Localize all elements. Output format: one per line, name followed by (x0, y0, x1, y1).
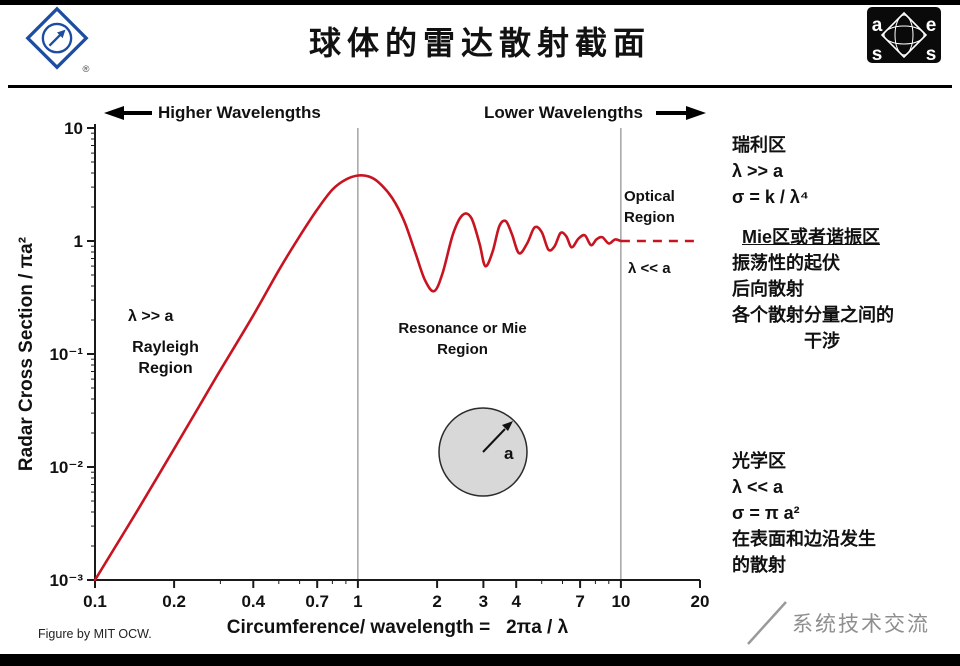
mie-notes-line: 后向散射 (732, 279, 804, 299)
rayleigh-notes-title: 瑞利区 (732, 135, 786, 155)
lower-wavelengths-arrow-icon (656, 106, 706, 120)
rayleigh-region-label: Rayleigh Region (132, 339, 199, 377)
aess-logo-background (867, 7, 941, 63)
aess-letter-e: e (926, 15, 937, 36)
sphere-radius-arrow-head (502, 421, 513, 431)
aess-diamond-icon (880, 11, 928, 59)
rayleigh-notes-line: λ >> a (732, 161, 784, 181)
mie-notes-line: 振荡性的起伏 (732, 253, 840, 273)
higher-wavelengths-label: Higher Wavelengths (158, 103, 321, 122)
aess-letter-a: a (872, 15, 883, 36)
aess-globe-meridian-icon (894, 14, 914, 56)
ieee-arrow-head (57, 29, 66, 39)
x-tick-label: 10 (611, 592, 630, 611)
aess-logo: a e s s (867, 7, 941, 64)
lower-wavelengths-label: Lower Wavelengths (484, 103, 644, 122)
mie-notes-line: 各个散射分量之间的 (732, 305, 894, 325)
sphere-illustration: a (438, 407, 528, 497)
ieee-logo: ® (25, 6, 89, 74)
optical-notes-line: 的散射 (732, 555, 786, 575)
y-tick-label: 1 (74, 232, 83, 251)
optical-region-label: Optical Region (624, 188, 675, 226)
mie-notes-title: Mie区或者谐振区 (742, 227, 881, 247)
mie-notes-line: 干涉 (804, 331, 840, 351)
mie-notes: Mie区或者谐振区 振荡性的起伏 后向散射 各个散射分量之间的 干涉 (732, 224, 954, 354)
optical-condition-label: λ << a (628, 260, 671, 277)
aess-letter-s2: s (926, 44, 937, 64)
y-tick-label: 10⁻² (49, 458, 83, 477)
x-tick-label: 2 (432, 592, 441, 611)
x-tick-label: 0.2 (162, 592, 186, 611)
ieee-circle (41, 22, 73, 54)
x-axis-title: Circumference/ wavelength = 2πa / λ (226, 617, 569, 638)
x-tick-label: 7 (575, 592, 584, 611)
x-tick-label: 4 (511, 592, 521, 611)
higher-wavelengths-arrow-icon (104, 106, 152, 120)
y-tick-label: 10⁻³ (49, 571, 83, 590)
sphere-radius-label: a (504, 444, 514, 463)
page-title: 球体的雷达散射截面 (308, 25, 651, 61)
x-tick-label: 3 (479, 592, 488, 611)
x-tick-label: 0.7 (305, 592, 329, 611)
sphere-radius-arrow (482, 428, 506, 453)
brand-slash-icon (747, 601, 787, 645)
x-tick-label: 1 (353, 592, 362, 611)
optical-notes-line: σ = π a² (732, 503, 800, 523)
aess-letter-s1: s (872, 44, 883, 64)
optical-notes-line: 在表面和边沿发生 (732, 529, 876, 549)
top-border-bar (0, 0, 960, 5)
x-tick-label: 0.1 (83, 592, 107, 611)
optical-notes-line: λ << a (732, 477, 784, 497)
title-divider (8, 85, 952, 88)
aess-globe-equator-icon (883, 25, 925, 45)
rayleigh-notes: 瑞利区 λ >> a σ = k / λ⁴ (732, 132, 954, 210)
rayleigh-condition-label: λ >> a (128, 308, 174, 325)
y-tick-label: 10 (64, 119, 83, 138)
y-axis-title: Radar Cross Section / πa² (16, 236, 37, 472)
sphere-rcs-curve (93, 173, 623, 582)
brand-text: 系统技术交流 (792, 613, 930, 636)
x-tick-label: 20 (691, 592, 710, 611)
x-tick-label: 0.4 (241, 592, 265, 611)
registered-mark-icon: ® (82, 63, 89, 74)
figure-credit: Figure by MIT OCW. (38, 627, 152, 641)
mie-region-label: Resonance or Mie Region (398, 320, 527, 358)
rayleigh-notes-line: σ = k / λ⁴ (732, 187, 809, 207)
optical-notes: 光学区 λ << a σ = π a² 在表面和边沿发生 的散射 (732, 448, 954, 578)
y-tick-label: 10⁻¹ (49, 345, 83, 364)
optical-notes-title: 光学区 (732, 451, 786, 471)
bottom-border-bar (0, 654, 960, 666)
